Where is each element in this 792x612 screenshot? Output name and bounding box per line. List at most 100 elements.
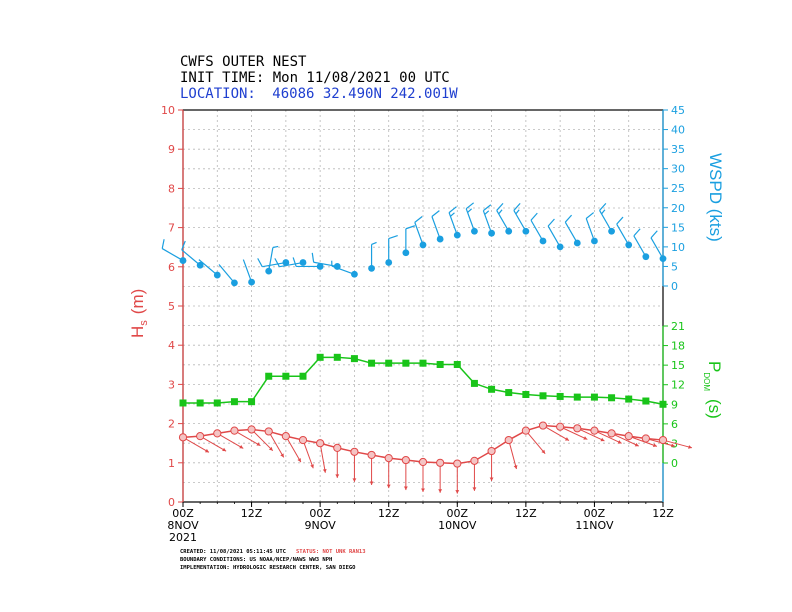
hs-axis: 0 1 2 3 4 5 6 7 8 9 10 xyxy=(161,104,184,509)
wave-dir-arrow xyxy=(559,426,588,440)
wind-barb-staff xyxy=(414,222,424,246)
wspd-tick-label: 15 xyxy=(671,221,685,234)
wave-dir-arrowhead xyxy=(268,446,273,451)
pdom-point xyxy=(522,391,530,398)
pdom-label-sub: DOM xyxy=(702,372,711,391)
footer-implementation: IMPLEMENTATION: HYDROLOGIC RESEARCH CENT… xyxy=(180,565,356,571)
pdom-point xyxy=(282,372,290,380)
pdom-point xyxy=(539,392,547,400)
wind-barb-staff xyxy=(218,264,235,284)
wind-barb-staff xyxy=(181,249,201,266)
wind-barb-staff xyxy=(268,247,274,272)
wind-barb-flag xyxy=(161,239,165,249)
hs-point xyxy=(504,435,513,445)
wind-barb-staff xyxy=(431,216,441,240)
pdom-point xyxy=(265,372,273,380)
wave-dir-arrowhead xyxy=(513,465,518,470)
hs-point xyxy=(281,432,290,441)
pdom-point xyxy=(299,372,307,380)
location-line: LOCATION: 46086 32.490N 242.001W xyxy=(180,86,458,102)
hs-label-unit: (m) xyxy=(128,289,147,314)
pdom-tick-label: 0 xyxy=(671,457,678,470)
wave-dir-arrow xyxy=(285,435,302,463)
pdom-point xyxy=(590,393,598,401)
hs-point xyxy=(436,458,445,467)
wave-dir-arrowhead xyxy=(455,490,460,494)
wave-dir-arrow xyxy=(542,425,570,441)
wind-barb-staff xyxy=(547,225,561,248)
wave-dir-arrow xyxy=(199,435,227,452)
wind-barb-half-flag xyxy=(371,241,377,245)
pdom-point xyxy=(350,355,358,363)
wave-dir-arrow xyxy=(662,439,693,449)
pdom-point xyxy=(642,397,650,405)
wspd-point xyxy=(556,243,564,251)
hs-tick-label: 1 xyxy=(168,457,175,470)
wave-dir-arrow xyxy=(594,430,622,444)
wspd-tick-label: 5 xyxy=(671,260,678,273)
wspd-tick-label: 0 xyxy=(671,280,678,293)
wind-barb-flag xyxy=(513,202,521,211)
wave-dir-arrowhead xyxy=(256,442,261,446)
hs-point xyxy=(298,435,308,445)
wave-dir-arrowhead xyxy=(369,481,374,485)
hs-point xyxy=(418,457,428,467)
wave-dir-arrow xyxy=(268,431,285,458)
wind-barb-flag xyxy=(388,234,398,240)
pdom-point xyxy=(436,360,444,368)
wind-barb-flag xyxy=(482,204,492,212)
wspd-tick-label: 40 xyxy=(671,124,685,137)
wind-barb-flag xyxy=(599,202,607,211)
hs-tick-label: 4 xyxy=(168,339,175,352)
hs-point xyxy=(538,421,548,430)
pdom-point xyxy=(488,385,496,393)
wave-dir-arrow xyxy=(577,427,605,442)
pdom-point xyxy=(419,359,427,367)
hs-tick-label: 8 xyxy=(168,182,175,195)
wave-dir-arrow xyxy=(302,439,314,469)
hs-point xyxy=(316,439,325,448)
wspd-point xyxy=(368,265,375,272)
time-tick-label: 12Z xyxy=(241,507,263,520)
wspd-point xyxy=(625,241,633,249)
pdom-label-main: P xyxy=(705,361,724,372)
wind-barb-half-flag xyxy=(467,208,473,213)
wind-barb-flag xyxy=(292,257,297,267)
hs-point xyxy=(264,427,273,436)
wind-barb-staff xyxy=(242,259,253,283)
wind-barb-flag xyxy=(585,212,595,219)
hs-axis-label: Hs (m) xyxy=(128,289,150,338)
wind-barb-staff xyxy=(313,261,338,268)
pdom-point xyxy=(556,392,564,400)
wspd-point xyxy=(659,255,667,263)
wspd-point xyxy=(591,237,598,245)
wave-dir-arrowhead xyxy=(652,443,657,448)
pdom-tick-label: 18 xyxy=(671,340,685,353)
wspd-point xyxy=(299,259,307,266)
wave-dir-arrow xyxy=(217,432,244,449)
hs-series xyxy=(178,421,693,494)
pdom-axis: 0 3 6 9 12 15 18 21 xyxy=(662,320,685,502)
wave-dir-arrowhead xyxy=(617,440,622,444)
pdom-point xyxy=(625,395,633,403)
hs-point xyxy=(556,422,565,431)
wave-dir-arrowhead xyxy=(222,447,227,452)
pdom-point xyxy=(402,359,410,367)
footer-boundary: BOUNDARY CONDITIONS: US NOAA/NCEP/NAWS W… xyxy=(180,557,332,563)
wave-dir-arrow xyxy=(234,430,261,447)
init-time: INIT TIME: Mon 11/08/2021 00 UTC xyxy=(180,70,450,86)
pdom-point xyxy=(333,353,341,361)
footer-created: CREATED: 11/08/2021 05:11:45 UTC xyxy=(180,549,286,555)
wind-barb-flag xyxy=(650,230,658,239)
pdom-point xyxy=(179,399,187,407)
date-tick-label: 2021 xyxy=(169,531,197,544)
wave-dir-arrowhead xyxy=(472,487,477,491)
wind-barb-half-flag xyxy=(272,245,279,249)
hs-point xyxy=(196,432,205,441)
hs-point xyxy=(487,446,496,456)
wind-barb-flag xyxy=(547,218,555,227)
pdom-point xyxy=(230,398,238,406)
time-tick-label: 00Z xyxy=(309,507,331,520)
hs-point xyxy=(470,456,479,465)
